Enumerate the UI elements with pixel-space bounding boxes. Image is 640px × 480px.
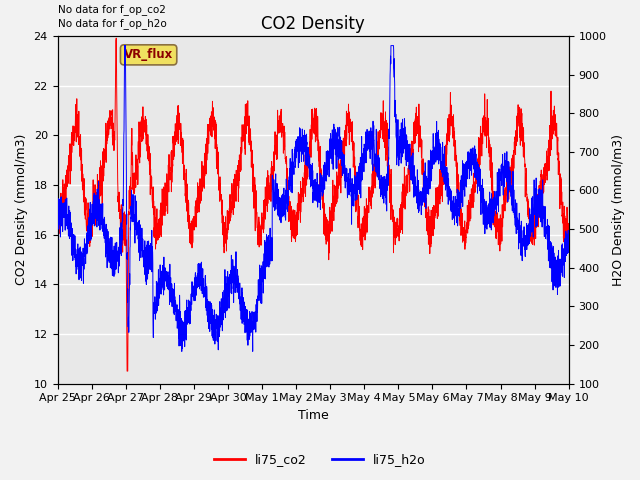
- Text: No data for f_op_co2: No data for f_op_co2: [58, 4, 165, 15]
- Text: VR_flux: VR_flux: [124, 48, 173, 61]
- Legend: li75_co2, li75_h2o: li75_co2, li75_h2o: [209, 448, 431, 471]
- Y-axis label: H2O Density (mmol/m3): H2O Density (mmol/m3): [612, 134, 625, 286]
- Text: No data for f_op_h2o: No data for f_op_h2o: [58, 18, 166, 29]
- Y-axis label: CO2 Density (mmol/m3): CO2 Density (mmol/m3): [15, 134, 28, 286]
- X-axis label: Time: Time: [298, 409, 328, 422]
- Title: CO2 Density: CO2 Density: [261, 15, 365, 33]
